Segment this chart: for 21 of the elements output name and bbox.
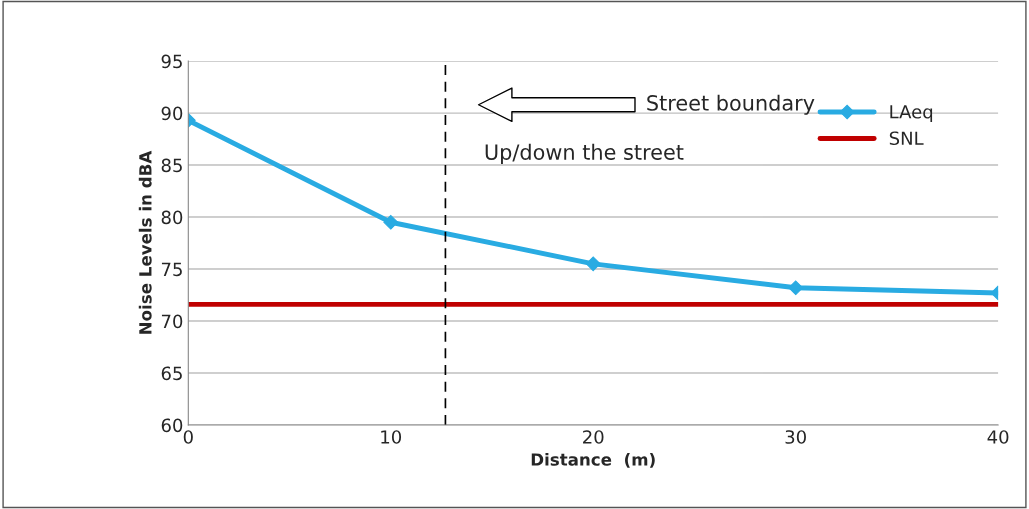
y-tick-label: 70 xyxy=(161,314,183,329)
x-tick-label: 0 xyxy=(183,430,193,444)
y-tick-label: 65 xyxy=(161,366,182,381)
point xyxy=(585,256,601,272)
annotation: Up/down the street xyxy=(485,143,684,164)
x-tick-label: 20 xyxy=(583,430,604,444)
y-tick-label: 60 xyxy=(161,418,183,433)
y-tick-label: 95 xyxy=(161,54,182,69)
legend-label: SNL xyxy=(889,131,924,146)
y-tick-label: 90 xyxy=(161,106,183,121)
annotation: Street boundary xyxy=(647,94,815,115)
legend-label: LAeq xyxy=(890,105,933,123)
y-axis-title: Noise Levels in dBA xyxy=(138,150,152,334)
y-tick-label: 85 xyxy=(161,158,182,173)
x-tick-label: 40 xyxy=(987,430,1009,444)
x-axis-title: Distance (m) xyxy=(531,452,655,468)
point xyxy=(383,214,399,230)
x-tick-label: 10 xyxy=(381,430,402,444)
x-tick-label: 30 xyxy=(785,430,806,444)
y-tick-label: 75 xyxy=(161,262,182,277)
y-tick-label: 80 xyxy=(161,210,183,225)
